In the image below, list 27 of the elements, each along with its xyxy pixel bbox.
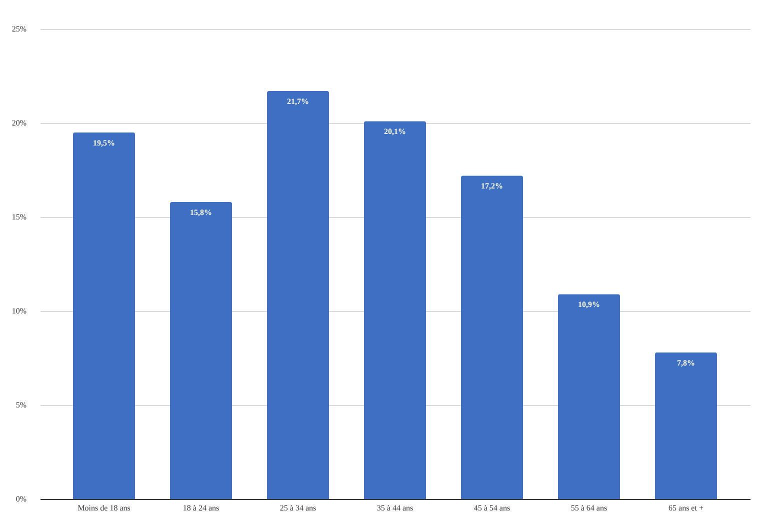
data-label: 15,8% [190, 208, 212, 217]
data-label: 19,5% [93, 138, 116, 148]
x-tick-label: 55 à 64 ans [570, 504, 608, 512]
y-tick-label: 25% [12, 24, 27, 34]
y-tick-label: 0% [16, 494, 27, 504]
bar [364, 121, 426, 499]
x-tick-label: Moins de 18 ans [78, 504, 130, 512]
x-tick-label: 35 à 44 ans [376, 504, 414, 512]
x-tick-label: 65 ans et + [668, 504, 704, 512]
bar [266, 91, 330, 499]
bar [654, 352, 718, 499]
data-label: 20,1% [384, 127, 406, 136]
bar [170, 202, 232, 499]
data-label: 7,8% [676, 358, 695, 368]
y-tick-label: 10% [12, 306, 27, 316]
x-tick-label: 18 à 24 ans [182, 504, 220, 512]
x-tick-label: 25 à 34 ans [280, 504, 316, 512]
bar [72, 132, 136, 499]
data-label: 10,9% [578, 300, 600, 310]
bar [460, 176, 524, 499]
y-tick-label: 20% [12, 118, 27, 128]
data-label: 21,7% [287, 97, 310, 106]
bar [558, 294, 620, 499]
data-label: 17,2% [480, 182, 503, 191]
y-tick-label: 15% [12, 212, 27, 222]
y-tick-label: 5% [16, 400, 27, 410]
x-tick-label: 45 à 54 ans [474, 504, 510, 512]
